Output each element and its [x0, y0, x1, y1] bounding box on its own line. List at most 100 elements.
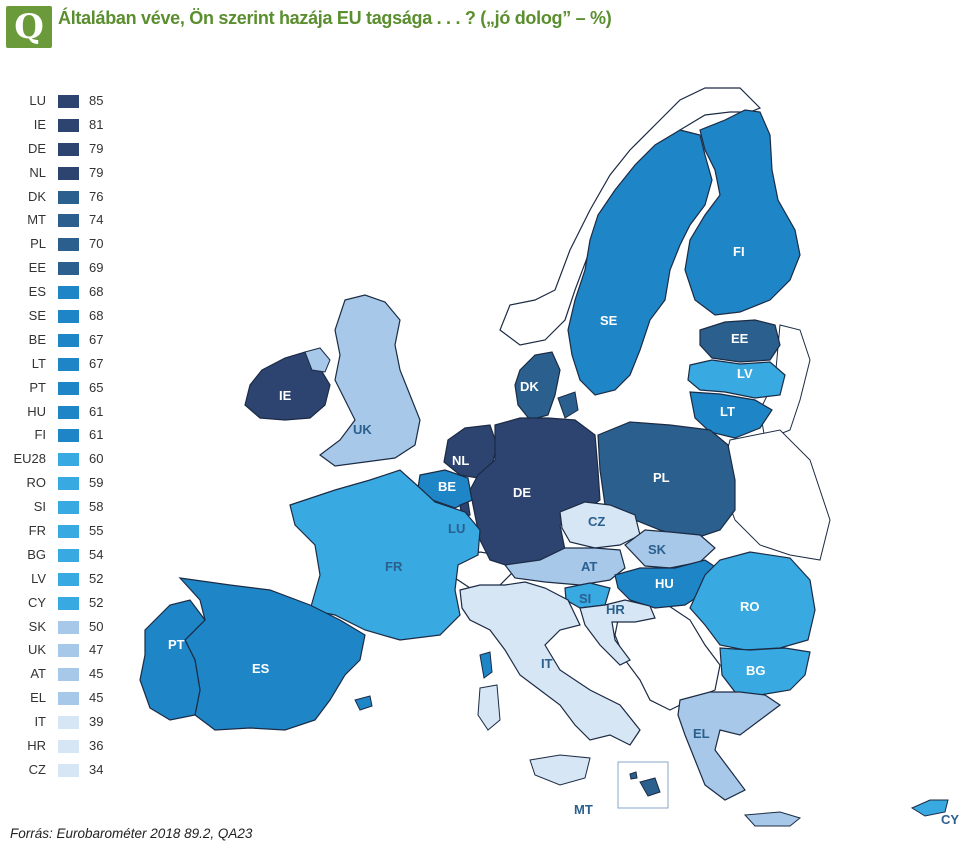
map-EE: [699, 319, 781, 363]
map-label-BE: BE: [438, 479, 456, 494]
legend: LU 85 IE 81 DE 79 NL 79 DK 76 MT 74 PL 70 EE 69 ES 68 SE 68…: [12, 90, 132, 783]
map-SE: [567, 129, 713, 396]
map-label-MT: MT: [574, 802, 593, 817]
legend-value: 55: [89, 523, 104, 539]
map-LV: [687, 359, 786, 399]
legend-code: SE: [28, 308, 46, 324]
legend-swatch: [58, 405, 79, 419]
legend-value: 67: [89, 355, 104, 371]
map-label-HR: HR: [606, 602, 625, 617]
map-AT: [503, 547, 626, 586]
map-label-DK: DK: [520, 379, 539, 394]
legend-value: 50: [89, 618, 104, 634]
legend-swatch: [58, 333, 79, 347]
map-CZ: [559, 501, 641, 549]
legend-row-lt: LT 67: [12, 353, 132, 377]
map-DK: [514, 351, 561, 421]
legend-swatch: [58, 620, 79, 634]
legend-value: 65: [89, 379, 104, 395]
map-MT-small: [629, 771, 638, 780]
map-HR: [579, 599, 656, 666]
map-label-HU: HU: [655, 576, 674, 591]
legend-row-uk: UK 47: [12, 639, 132, 663]
legend-swatch: [58, 95, 79, 108]
map-LT: [689, 391, 773, 439]
map-FR-corsica: [479, 651, 493, 679]
legend-swatch: [58, 548, 79, 562]
map-label-NL: NL: [452, 453, 469, 468]
chart-title: Általában véve, Ön szerint hazája EU tag…: [58, 8, 612, 28]
legend-swatch: [58, 763, 79, 777]
legend-swatch: [58, 286, 79, 300]
legend-value: 79: [89, 140, 104, 156]
map-label-LU: LU: [448, 521, 465, 536]
map-label-SK: SK: [648, 542, 667, 557]
map-label-DE: DE: [513, 485, 531, 500]
legend-value: 67: [89, 331, 104, 347]
map-label-SE: SE: [600, 313, 618, 328]
legend-code: IT: [34, 714, 46, 730]
legend-value: 39: [89, 714, 104, 730]
legend-code: FR: [28, 523, 46, 539]
legend-swatch: [58, 214, 79, 228]
map-ukraine-belarus: [719, 429, 831, 561]
legend-code: CY: [27, 594, 46, 610]
map-EL-crete: [743, 811, 802, 827]
map-label-LV: LV: [737, 366, 753, 381]
legend-value: 36: [89, 738, 104, 754]
map-label-CZ: CZ: [588, 514, 605, 529]
legend-value: 68: [89, 308, 104, 324]
legend-code: ES: [28, 284, 46, 300]
legend-code: DE: [27, 140, 46, 156]
legend-value: 85: [89, 93, 104, 108]
legend-swatch: [58, 525, 79, 539]
legend-code: CZ: [28, 761, 46, 777]
legend-swatch: [58, 477, 79, 491]
map-label-ES: ES: [252, 661, 270, 676]
map-FR: [289, 469, 481, 641]
legend-row-bg: BG 54: [12, 544, 132, 568]
legend-row-hu: HU 61: [12, 401, 132, 425]
legend-swatch: [58, 310, 79, 324]
legend-value: 61: [89, 427, 104, 443]
legend-code: NL: [29, 164, 46, 180]
legend-code: PT: [29, 379, 46, 395]
legend-value: 52: [89, 570, 104, 586]
legend-code: IE: [33, 116, 46, 132]
map-RO: [689, 551, 816, 651]
legend-row-ro: RO 59: [12, 472, 132, 496]
legend-swatch: [58, 429, 79, 443]
legend-code: AT: [30, 666, 46, 682]
legend-row-hr: HR 36: [12, 735, 132, 759]
legend-row-fi: FI 61: [12, 424, 132, 448]
map-label-UK: UK: [353, 422, 372, 437]
legend-value: 59: [89, 475, 104, 491]
legend-row-de: DE 79: [12, 138, 132, 162]
legend-code: SI: [33, 499, 46, 515]
map-BG: [719, 647, 811, 696]
legend-code: FI: [34, 427, 46, 443]
legend-value: 52: [89, 594, 104, 610]
legend-row-ee: EE 69: [12, 257, 132, 281]
map-label-FI: FI: [733, 244, 745, 259]
legend-value: 79: [89, 164, 104, 180]
map-DK-island: [557, 391, 579, 419]
map-label-EE: EE: [731, 331, 749, 346]
legend-swatch: [58, 357, 79, 371]
map-MT-box: [617, 761, 669, 809]
map-MT: [639, 777, 661, 797]
legend-row-fr: FR 55: [12, 520, 132, 544]
legend-row-it: IT 39: [12, 711, 132, 735]
legend-swatch: [58, 381, 79, 395]
legend-row-pl: PL 70: [12, 233, 132, 257]
map-label-EL: EL: [693, 726, 710, 741]
legend-value: 45: [89, 690, 104, 706]
legend-value: 81: [89, 116, 104, 132]
map-FI: [684, 109, 801, 316]
legend-code: BG: [27, 546, 46, 562]
map-IE: [244, 351, 331, 421]
map-ES-balearic: [354, 695, 373, 711]
legend-row-be: BE 67: [12, 329, 132, 353]
legend-swatch: [58, 572, 79, 586]
legend-code: LT: [31, 355, 46, 371]
